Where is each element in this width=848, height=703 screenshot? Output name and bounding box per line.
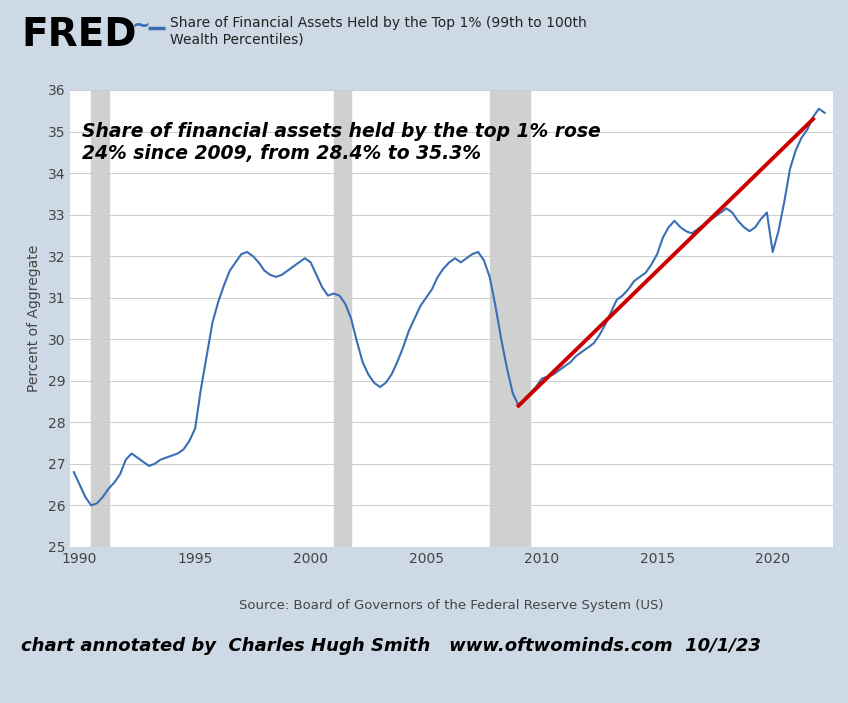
Text: FRED: FRED xyxy=(21,15,137,54)
Text: Source: Board of Governors of the Federal Reserve System (US): Source: Board of Governors of the Federa… xyxy=(239,600,664,612)
Text: ~: ~ xyxy=(131,15,150,36)
Text: Share of financial assets held by the top 1% rose
24% since 2009, from 28.4% to : Share of financial assets held by the to… xyxy=(81,122,600,163)
Bar xyxy=(92,90,109,547)
Bar xyxy=(489,90,530,547)
Text: chart annotated by  Charles Hugh Smith   www.oftwominds.com  10/1/23: chart annotated by Charles Hugh Smith ww… xyxy=(21,637,761,655)
Y-axis label: Percent of Aggregate: Percent of Aggregate xyxy=(27,245,41,392)
Bar xyxy=(334,90,351,547)
Text: Share of Financial Assets Held by the Top 1% (99th to 100th
Wealth Percentiles): Share of Financial Assets Held by the To… xyxy=(170,15,586,46)
